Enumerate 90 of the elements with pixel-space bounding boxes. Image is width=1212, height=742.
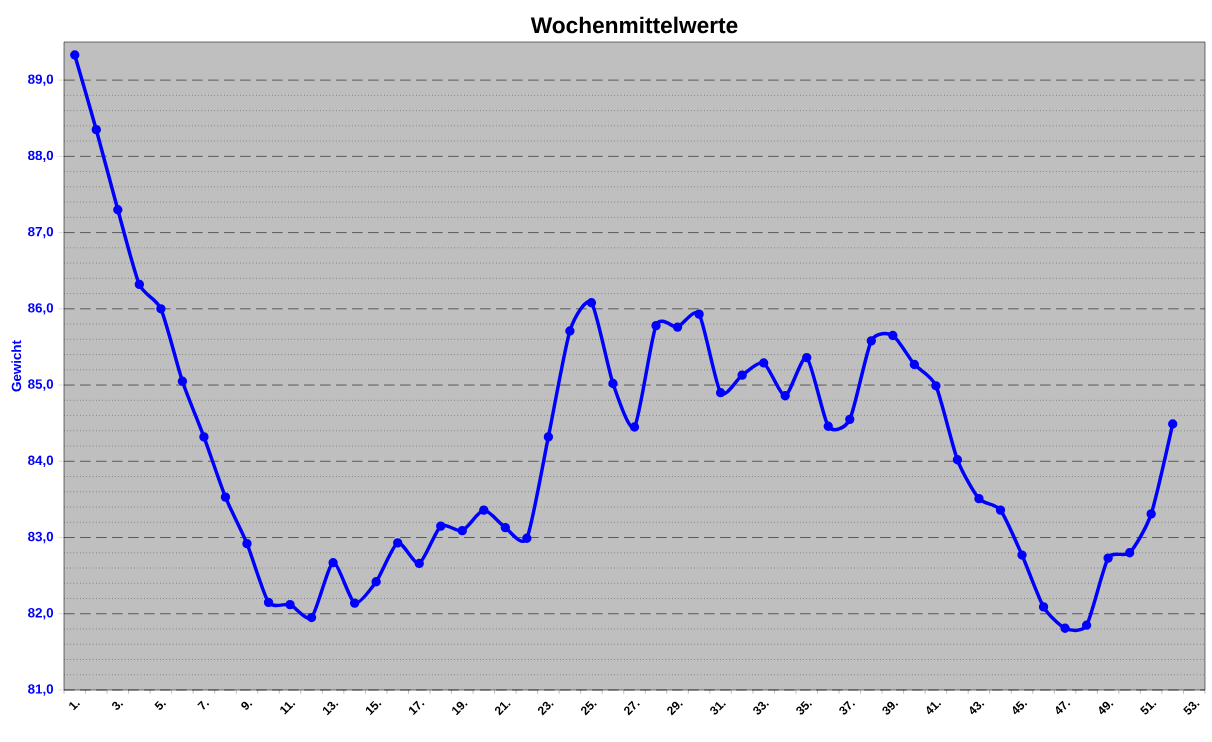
point bbox=[134, 279, 145, 290]
point bbox=[629, 422, 640, 432]
x-tick-label: 53. bbox=[1183, 701, 1200, 715]
point bbox=[1060, 623, 1070, 633]
point bbox=[823, 421, 833, 431]
x-tick-label: 49. bbox=[1099, 701, 1114, 715]
point bbox=[393, 538, 403, 548]
x-tick-label: 51. bbox=[1140, 701, 1157, 715]
chart-title: Wochenmittelwerte bbox=[530, 16, 738, 34]
point bbox=[586, 298, 597, 308]
x-tick-label: 29. bbox=[667, 701, 683, 716]
point bbox=[177, 376, 188, 386]
point bbox=[1081, 620, 1092, 630]
y-axis-title: Gewicht bbox=[11, 340, 22, 392]
point bbox=[349, 598, 360, 608]
point bbox=[759, 358, 769, 368]
point bbox=[565, 326, 575, 336]
x-tick-label: 19. bbox=[452, 701, 468, 716]
point bbox=[436, 521, 446, 531]
x-tick-label: 21. bbox=[494, 701, 511, 716]
y-tick-label: 88,0 bbox=[28, 150, 54, 163]
point bbox=[113, 205, 123, 215]
point bbox=[156, 304, 166, 314]
point bbox=[931, 381, 941, 391]
x-tick-label: 37. bbox=[839, 700, 856, 715]
point bbox=[952, 455, 963, 465]
point bbox=[974, 493, 984, 504]
point bbox=[909, 359, 920, 370]
x-tick-label: 43. bbox=[969, 701, 985, 715]
x-tick-label: 27. bbox=[624, 700, 640, 716]
y-tick-label: 85,0 bbox=[28, 379, 54, 391]
point bbox=[1168, 419, 1178, 429]
x-tick-label: 1. bbox=[69, 701, 81, 711]
point bbox=[1038, 602, 1049, 612]
x-tick-label: 11. bbox=[280, 701, 296, 715]
y-tick-label: 81,0 bbox=[28, 684, 54, 696]
y-tick-label: 86,0 bbox=[28, 303, 54, 315]
point bbox=[608, 378, 618, 389]
point bbox=[522, 533, 532, 543]
point bbox=[285, 599, 295, 610]
point bbox=[543, 432, 554, 442]
point bbox=[500, 522, 511, 533]
point bbox=[888, 330, 898, 341]
point bbox=[242, 538, 252, 549]
x-tick-label: 9. bbox=[241, 701, 253, 710]
x-tick-label: 23. bbox=[537, 701, 554, 716]
x-tick-label: 17. bbox=[408, 700, 425, 716]
point bbox=[1146, 509, 1156, 519]
point bbox=[91, 124, 101, 135]
x-tick-label: 47. bbox=[1055, 700, 1071, 715]
x-tick-label: 31. bbox=[710, 701, 726, 715]
x-tick-label: 25. bbox=[581, 700, 597, 716]
y-tick-label: 83,0 bbox=[28, 531, 54, 544]
point bbox=[715, 388, 726, 398]
y-tick-label: 82,0 bbox=[28, 608, 54, 620]
point bbox=[1103, 553, 1113, 563]
y-tick-label: 84,0 bbox=[28, 455, 54, 467]
x-tick-label: 35. bbox=[796, 700, 813, 715]
x-tick-label: 15. bbox=[365, 700, 382, 716]
x-tick-label: 45. bbox=[1012, 700, 1028, 715]
point bbox=[1124, 548, 1135, 558]
point bbox=[672, 322, 683, 332]
x-tick-label: 13. bbox=[322, 701, 339, 716]
point bbox=[866, 336, 876, 346]
point bbox=[306, 612, 317, 623]
x-tick-label: 3. bbox=[112, 701, 124, 710]
point bbox=[263, 597, 274, 607]
point bbox=[328, 558, 338, 568]
point bbox=[651, 320, 661, 331]
point bbox=[995, 505, 1006, 515]
x-tick-label: 41. bbox=[926, 701, 942, 715]
x-tick-label: 39. bbox=[882, 701, 899, 715]
point bbox=[371, 577, 381, 587]
point bbox=[414, 558, 424, 569]
point bbox=[780, 391, 790, 401]
x-tick-label: 7. bbox=[197, 700, 210, 710]
point bbox=[457, 525, 467, 536]
point bbox=[479, 505, 489, 515]
point bbox=[220, 492, 231, 502]
point bbox=[737, 370, 747, 380]
y-tick-label: 87,0 bbox=[28, 226, 54, 239]
y-tick-label: 89,0 bbox=[28, 74, 54, 86]
point bbox=[199, 432, 209, 442]
point bbox=[802, 352, 812, 363]
point bbox=[694, 309, 704, 319]
x-tick-label: 33. bbox=[753, 701, 770, 715]
x-tick-label: 5. bbox=[154, 700, 167, 710]
point bbox=[1017, 550, 1027, 560]
point bbox=[70, 50, 80, 60]
point bbox=[845, 414, 855, 425]
